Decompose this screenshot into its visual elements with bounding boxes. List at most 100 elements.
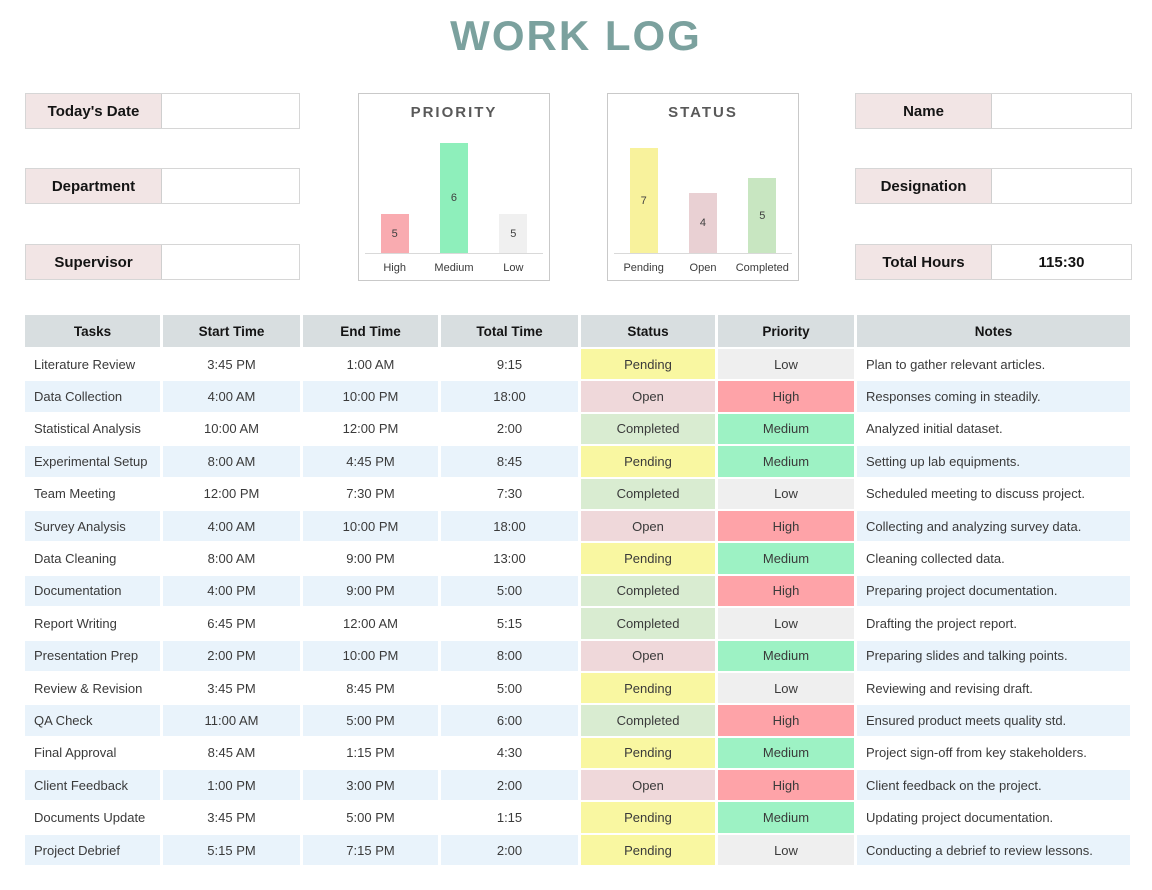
cell-task[interactable]: Survey Analysis — [25, 510, 160, 542]
cell-task[interactable]: Data Collection — [25, 381, 160, 412]
designation-input[interactable] — [991, 169, 1131, 203]
cell-start-time[interactable]: 8:00 AM — [163, 543, 300, 574]
header-total-time[interactable]: Total Time — [441, 315, 578, 347]
cell-task[interactable]: QA Check — [25, 705, 160, 736]
cell-task[interactable]: Project Debrief — [25, 834, 160, 866]
status-chart[interactable]: STATUS 7 4 5 Pending Open Completed — [607, 93, 799, 281]
cell-status[interactable]: Completed — [581, 413, 715, 445]
cell-task[interactable]: Statistical Analysis — [25, 413, 160, 445]
cell-end-time[interactable]: 1:15 PM — [303, 737, 438, 769]
cell-notes[interactable]: Drafting the project report. — [857, 608, 1130, 639]
header-notes[interactable]: Notes — [857, 315, 1130, 347]
cell-notes[interactable]: Client feedback on the project. — [857, 770, 1130, 801]
cell-end-time[interactable]: 5:00 PM — [303, 705, 438, 736]
cell-notes[interactable]: Conducting a debrief to review lessons. — [857, 834, 1130, 866]
cell-start-time[interactable]: 4:00 AM — [163, 381, 300, 412]
cell-notes[interactable]: Collecting and analyzing survey data. — [857, 510, 1130, 542]
cell-end-time[interactable]: 8:45 PM — [303, 672, 438, 704]
cell-end-time[interactable]: 10:00 PM — [303, 381, 438, 412]
cell-total-time[interactable]: 13:00 — [441, 543, 578, 574]
cell-status[interactable]: Open — [581, 381, 715, 412]
cell-status[interactable]: Pending — [581, 737, 715, 769]
header-start-time[interactable]: Start Time — [163, 315, 300, 347]
cell-end-time[interactable]: 10:00 PM — [303, 510, 438, 542]
cell-status[interactable]: Pending — [581, 802, 715, 833]
cell-priority[interactable]: Medium — [718, 543, 854, 574]
cell-status[interactable]: Open — [581, 770, 715, 801]
cell-total-time[interactable]: 7:30 — [441, 478, 578, 509]
cell-priority[interactable]: Low — [718, 608, 854, 639]
cell-total-time[interactable]: 9:15 — [441, 349, 578, 380]
cell-status[interactable]: Pending — [581, 446, 715, 477]
cell-total-time[interactable]: 8:00 — [441, 640, 578, 671]
cell-notes[interactable]: Reviewing and revising draft. — [857, 672, 1130, 704]
cell-total-time[interactable]: 18:00 — [441, 381, 578, 412]
cell-total-time[interactable]: 8:45 — [441, 446, 578, 477]
cell-status[interactable]: Pending — [581, 543, 715, 574]
cell-start-time[interactable]: 5:15 PM — [163, 834, 300, 866]
cell-end-time[interactable]: 9:00 PM — [303, 543, 438, 574]
cell-end-time[interactable]: 1:00 AM — [303, 349, 438, 380]
cell-start-time[interactable]: 3:45 PM — [163, 802, 300, 833]
department-input[interactable] — [161, 169, 299, 203]
cell-priority[interactable]: High — [718, 705, 854, 736]
cell-start-time[interactable]: 10:00 AM — [163, 413, 300, 445]
name-input[interactable] — [991, 94, 1131, 128]
cell-notes[interactable]: Analyzed initial dataset. — [857, 413, 1130, 445]
cell-end-time[interactable]: 10:00 PM — [303, 640, 438, 671]
cell-priority[interactable]: Medium — [718, 737, 854, 769]
cell-task[interactable]: Team Meeting — [25, 478, 160, 509]
cell-status[interactable]: Pending — [581, 349, 715, 380]
cell-task[interactable]: Documents Update — [25, 802, 160, 833]
cell-total-time[interactable]: 5:15 — [441, 608, 578, 639]
cell-task[interactable]: Documentation — [25, 575, 160, 607]
header-tasks[interactable]: Tasks — [25, 315, 160, 347]
cell-task[interactable]: Review & Revision — [25, 672, 160, 704]
cell-priority[interactable]: Medium — [718, 802, 854, 833]
cell-status[interactable]: Open — [581, 640, 715, 671]
cell-end-time[interactable]: 4:45 PM — [303, 446, 438, 477]
cell-task[interactable]: Final Approval — [25, 737, 160, 769]
cell-task[interactable]: Literature Review — [25, 349, 160, 380]
cell-notes[interactable]: Preparing project documentation. — [857, 575, 1130, 607]
cell-task[interactable]: Client Feedback — [25, 770, 160, 801]
cell-start-time[interactable]: 3:45 PM — [163, 672, 300, 704]
cell-task[interactable]: Report Writing — [25, 608, 160, 639]
cell-end-time[interactable]: 7:30 PM — [303, 478, 438, 509]
cell-priority[interactable]: High — [718, 510, 854, 542]
cell-priority[interactable]: High — [718, 575, 854, 607]
cell-status[interactable]: Completed — [581, 478, 715, 509]
todays-date-input[interactable] — [161, 94, 299, 128]
cell-start-time[interactable]: 2:00 PM — [163, 640, 300, 671]
cell-end-time[interactable]: 12:00 AM — [303, 608, 438, 639]
cell-total-time[interactable]: 5:00 — [441, 672, 578, 704]
cell-start-time[interactable]: 4:00 AM — [163, 510, 300, 542]
cell-notes[interactable]: Plan to gather relevant articles. — [857, 349, 1130, 380]
cell-notes[interactable]: Scheduled meeting to discuss project. — [857, 478, 1130, 509]
cell-priority[interactable]: Low — [718, 672, 854, 704]
cell-task[interactable]: Experimental Setup — [25, 446, 160, 477]
cell-status[interactable]: Completed — [581, 608, 715, 639]
cell-notes[interactable]: Responses coming in steadily. — [857, 381, 1130, 412]
cell-end-time[interactable]: 7:15 PM — [303, 834, 438, 866]
cell-priority[interactable]: Medium — [718, 640, 854, 671]
cell-total-time[interactable]: 2:00 — [441, 834, 578, 866]
cell-task[interactable]: Data Cleaning — [25, 543, 160, 574]
cell-priority[interactable]: Low — [718, 478, 854, 509]
cell-total-time[interactable]: 2:00 — [441, 770, 578, 801]
header-status[interactable]: Status — [581, 315, 715, 347]
cell-total-time[interactable]: 1:15 — [441, 802, 578, 833]
cell-start-time[interactable]: 4:00 PM — [163, 575, 300, 607]
cell-notes[interactable]: Updating project documentation. — [857, 802, 1130, 833]
cell-total-time[interactable]: 2:00 — [441, 413, 578, 445]
cell-priority[interactable]: Low — [718, 349, 854, 380]
cell-start-time[interactable]: 3:45 PM — [163, 349, 300, 380]
cell-start-time[interactable]: 8:00 AM — [163, 446, 300, 477]
cell-total-time[interactable]: 6:00 — [441, 705, 578, 736]
cell-total-time[interactable]: 4:30 — [441, 737, 578, 769]
cell-end-time[interactable]: 5:00 PM — [303, 802, 438, 833]
cell-priority[interactable]: High — [718, 381, 854, 412]
cell-status[interactable]: Open — [581, 510, 715, 542]
cell-start-time[interactable]: 1:00 PM — [163, 770, 300, 801]
cell-notes[interactable]: Preparing slides and talking points. — [857, 640, 1130, 671]
